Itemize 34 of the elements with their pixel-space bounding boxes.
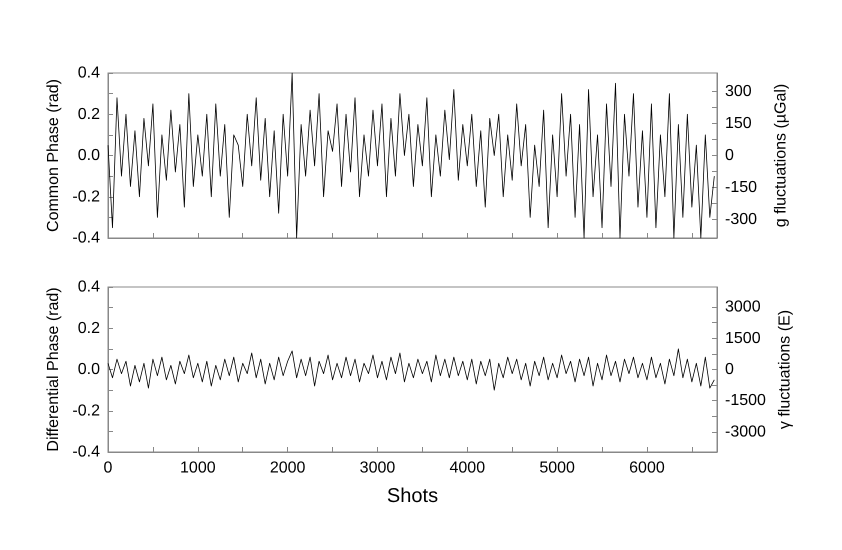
x-tick-label: 6000 xyxy=(629,460,665,476)
y-tick-label: -0.2 xyxy=(72,402,100,420)
x-axis-title: Shots xyxy=(386,485,438,507)
y2-tick-label: -150 xyxy=(725,178,758,196)
y2-axis-title: g fluctuations (µGal) xyxy=(772,84,790,228)
line-series xyxy=(108,72,715,238)
y-tick-label: -0.4 xyxy=(72,230,100,246)
y-tick-label: -0.2 xyxy=(72,188,100,206)
y2-axis-title: γ fluctuations (E) xyxy=(776,310,794,430)
y2-tick-label: 3000 xyxy=(725,298,761,316)
y-tick-label: 0.2 xyxy=(78,106,100,123)
y2-tick-label: -300 xyxy=(725,210,758,228)
y2-tick-label: 0 xyxy=(725,147,734,164)
x-tick-label: 0 xyxy=(104,460,113,476)
x-tick-label: 2000 xyxy=(270,460,306,476)
y2-tick-label: 0 xyxy=(725,361,734,378)
y2-tick-label: -1500 xyxy=(725,392,766,410)
y-axis-title: Common Phase (rad) xyxy=(45,79,62,232)
y-tick-label: 0.4 xyxy=(78,278,100,296)
line-series xyxy=(108,348,715,391)
x-tick-label: 1000 xyxy=(180,460,216,476)
y-tick-label: 0.4 xyxy=(78,64,100,82)
y-tick-label: 0.0 xyxy=(78,361,100,378)
y2-tick-label: 1500 xyxy=(725,330,761,347)
y2-tick-label: 150 xyxy=(725,115,752,132)
y-tick-label: 0.2 xyxy=(78,320,100,337)
y-tick-label: -0.4 xyxy=(72,444,100,460)
x-tick-label: 5000 xyxy=(539,460,576,476)
y2-tick-label: 300 xyxy=(725,83,752,100)
x-tick-label: 3000 xyxy=(360,460,396,476)
y2-tick-label: -3000 xyxy=(725,423,766,440)
y-axis-title: Differential Phase (rad) xyxy=(45,287,62,452)
x-tick-label: 4000 xyxy=(449,460,486,476)
y-tick-label: 0.0 xyxy=(78,147,100,164)
